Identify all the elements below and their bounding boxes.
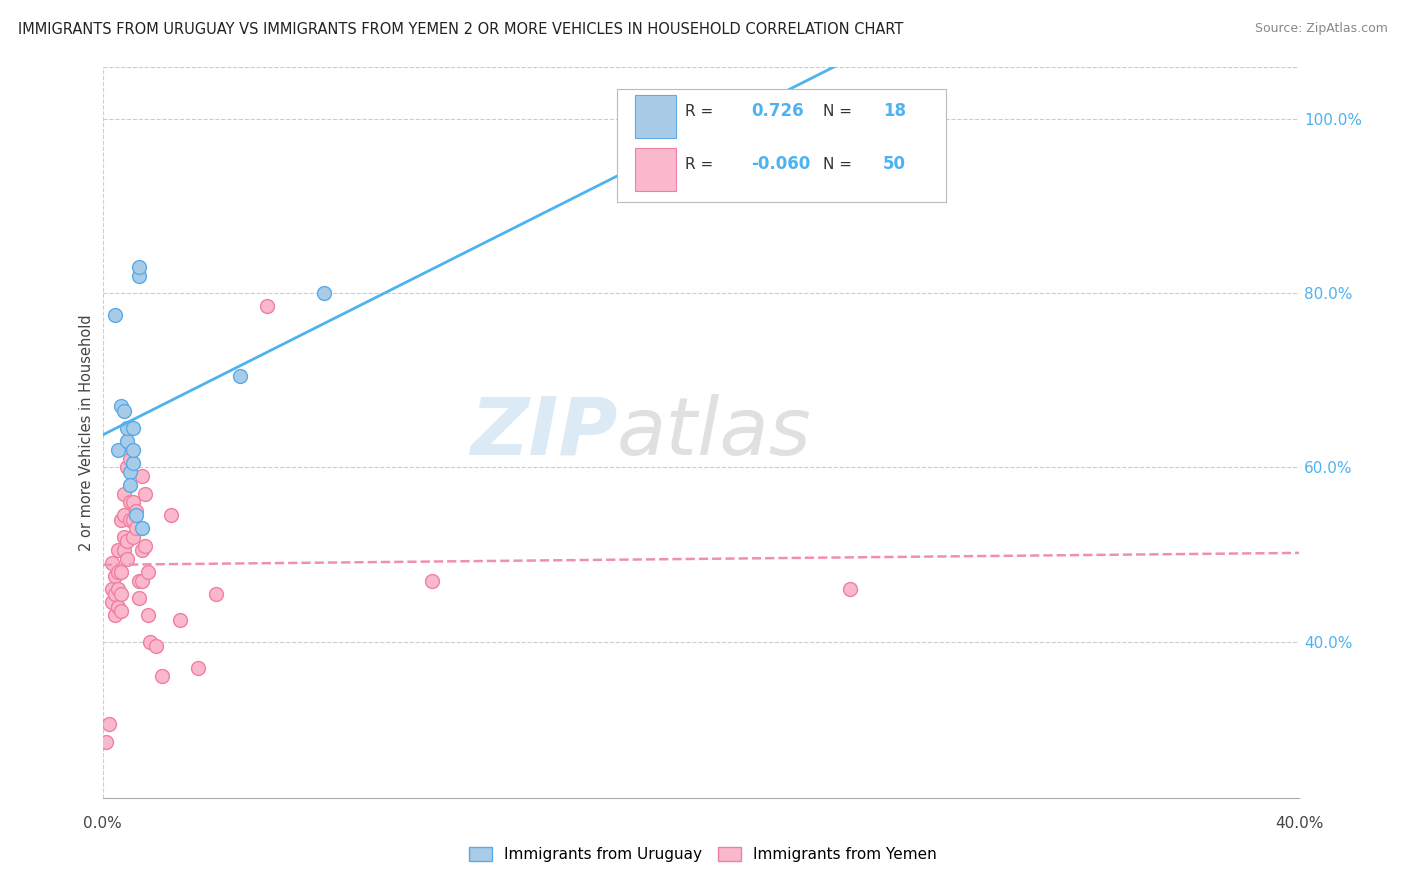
Point <box>100 595 122 609</box>
Point <box>169 613 191 627</box>
Legend: Immigrants from Uruguay, Immigrants from Yemen: Immigrants from Uruguay, Immigrants from… <box>463 840 943 868</box>
Point <box>312 286 335 301</box>
Point <box>152 669 174 683</box>
Point <box>160 508 183 523</box>
Point <box>112 543 135 558</box>
Point <box>118 513 141 527</box>
Text: 0.0%: 0.0% <box>83 816 122 830</box>
Point <box>112 486 135 500</box>
Point <box>128 268 150 283</box>
Point <box>121 443 143 458</box>
Point <box>115 434 138 449</box>
Point <box>124 504 146 518</box>
Point <box>104 587 127 601</box>
Text: N =: N = <box>823 103 856 119</box>
Point <box>839 582 862 597</box>
Point <box>107 543 129 558</box>
Point <box>121 456 143 470</box>
FancyBboxPatch shape <box>617 89 946 202</box>
Point <box>131 574 153 588</box>
Point <box>121 421 143 435</box>
Point <box>94 735 117 749</box>
Point <box>121 495 143 509</box>
Point <box>112 404 135 418</box>
Point <box>118 478 141 492</box>
Point <box>124 521 146 535</box>
Point <box>187 661 209 675</box>
Text: 18: 18 <box>883 103 905 120</box>
Point <box>118 465 141 479</box>
Point <box>107 582 129 597</box>
Point <box>115 534 138 549</box>
Point <box>134 486 156 500</box>
Point <box>118 451 141 466</box>
Point <box>112 508 135 523</box>
Point <box>110 513 132 527</box>
Point <box>256 299 278 313</box>
Text: atlas: atlas <box>617 393 811 472</box>
Y-axis label: 2 or more Vehicles in Household: 2 or more Vehicles in Household <box>79 314 94 551</box>
Point <box>131 521 153 535</box>
Point <box>145 639 167 653</box>
Point <box>110 587 132 601</box>
Point <box>97 717 120 731</box>
Point <box>136 565 159 579</box>
Point <box>107 565 129 579</box>
FancyBboxPatch shape <box>636 148 676 191</box>
Point <box>104 608 127 623</box>
Point <box>128 260 150 275</box>
Point <box>110 604 132 618</box>
Point <box>100 556 122 570</box>
Text: Source: ZipAtlas.com: Source: ZipAtlas.com <box>1254 22 1388 36</box>
Point <box>110 400 132 414</box>
Point <box>205 587 228 601</box>
Point <box>131 543 153 558</box>
Point <box>139 634 162 648</box>
Text: IMMIGRANTS FROM URUGUAY VS IMMIGRANTS FROM YEMEN 2 OR MORE VEHICLES IN HOUSEHOLD: IMMIGRANTS FROM URUGUAY VS IMMIGRANTS FR… <box>18 22 904 37</box>
Text: ZIP: ZIP <box>470 393 617 472</box>
Text: -0.060: -0.060 <box>751 155 810 173</box>
Text: N =: N = <box>823 157 856 172</box>
Text: R =: R = <box>685 157 718 172</box>
Point <box>128 591 150 605</box>
Point <box>115 552 138 566</box>
Point <box>134 539 156 553</box>
Point <box>104 308 127 322</box>
Point <box>107 443 129 458</box>
Text: R =: R = <box>685 103 718 119</box>
Point <box>107 599 129 614</box>
Point <box>765 95 787 109</box>
Text: 40.0%: 40.0% <box>1275 816 1323 830</box>
Point <box>121 530 143 544</box>
Point <box>112 530 135 544</box>
FancyBboxPatch shape <box>636 95 676 138</box>
Point <box>128 574 150 588</box>
Point <box>136 608 159 623</box>
Point <box>100 582 122 597</box>
Point <box>229 369 252 384</box>
Point <box>115 460 138 475</box>
Text: 0.726: 0.726 <box>751 103 804 120</box>
Text: 50: 50 <box>883 155 905 173</box>
Point <box>104 569 127 583</box>
Point <box>131 469 153 483</box>
Point <box>124 508 146 523</box>
Point <box>121 513 143 527</box>
Point <box>420 574 443 588</box>
Point <box>118 495 141 509</box>
Point <box>110 565 132 579</box>
Point <box>115 421 138 435</box>
